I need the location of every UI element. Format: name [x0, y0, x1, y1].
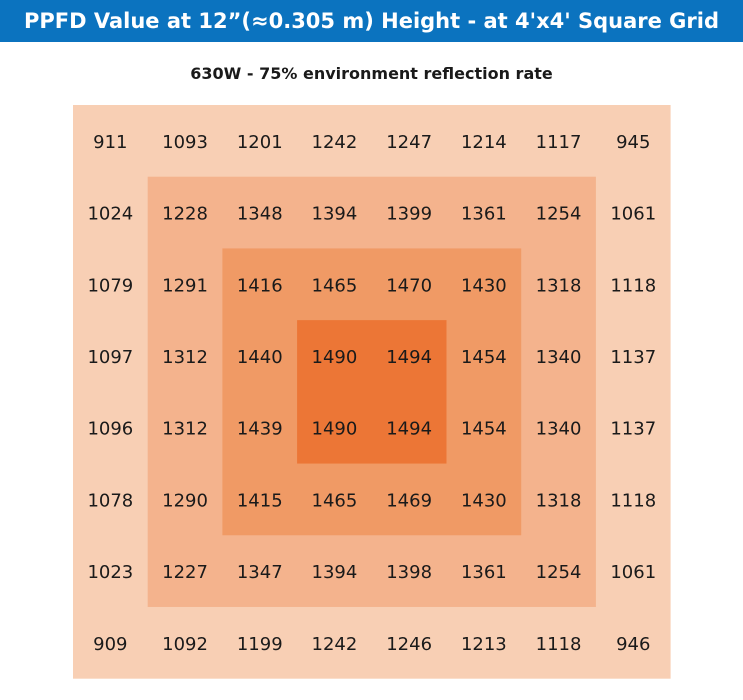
cell-value: 1199 — [237, 634, 283, 655]
cell-value: 1023 — [87, 562, 133, 583]
cell-value: 1117 — [536, 132, 582, 153]
cell-value: 1361 — [461, 204, 507, 225]
cell-value: 1494 — [386, 419, 432, 440]
cell-value: 1318 — [536, 275, 582, 296]
cell-value: 1470 — [386, 275, 432, 296]
cell-value: 1061 — [610, 204, 656, 225]
cell-value: 1416 — [237, 275, 283, 296]
cell-value: 1394 — [312, 204, 358, 225]
cell-value: 1465 — [312, 490, 358, 511]
cell-value: 1398 — [386, 562, 432, 583]
cell-value: 1096 — [87, 419, 133, 440]
cell-value: 1290 — [162, 490, 208, 511]
cell-value: 1430 — [461, 490, 507, 511]
cell-value: 1494 — [386, 347, 432, 368]
cell-value: 1430 — [461, 275, 507, 296]
ring-center — [297, 320, 447, 464]
cell-value: 1254 — [536, 204, 582, 225]
cell-value: 1312 — [162, 347, 208, 368]
cell-value: 946 — [616, 634, 650, 655]
cell-value: 1340 — [536, 347, 582, 368]
cell-value: 1093 — [162, 132, 208, 153]
cell-value: 1399 — [386, 204, 432, 225]
cell-value: 1078 — [87, 490, 133, 511]
cell-value: 1348 — [237, 204, 283, 225]
cell-value: 1247 — [386, 132, 432, 153]
cell-value: 1097 — [87, 347, 133, 368]
chart-subtitle: 630W - 75% environment reflection rate — [190, 63, 553, 83]
cell-value: 1465 — [312, 275, 358, 296]
cell-value: 1118 — [536, 634, 582, 655]
cell-value: 1246 — [386, 634, 432, 655]
cell-value: 945 — [616, 132, 650, 153]
cell-value: 911 — [93, 132, 127, 153]
cell-value: 1347 — [237, 562, 283, 583]
cell-value: 1118 — [610, 275, 656, 296]
cell-value: 1469 — [386, 490, 432, 511]
cell-value: 1201 — [237, 132, 283, 153]
cell-value: 1137 — [610, 419, 656, 440]
cell-value: 1079 — [87, 275, 133, 296]
cell-value: 1024 — [87, 204, 133, 225]
cell-value: 909 — [93, 634, 127, 655]
cell-value: 1228 — [162, 204, 208, 225]
cell-value: 1439 — [237, 419, 283, 440]
cell-value: 1490 — [312, 347, 358, 368]
cell-value: 1340 — [536, 419, 582, 440]
cell-value: 1213 — [461, 634, 507, 655]
cell-value: 1361 — [461, 562, 507, 583]
cell-value: 1490 — [312, 419, 358, 440]
cell-value: 1291 — [162, 275, 208, 296]
cell-value: 1394 — [312, 562, 358, 583]
chart-title: PPFD Value at 12”(≈0.305 m) Height - at … — [0, 0, 743, 42]
cell-value: 1061 — [610, 562, 656, 583]
cell-value: 1254 — [536, 562, 582, 583]
cell-value: 1454 — [461, 419, 507, 440]
cell-value: 1440 — [237, 347, 283, 368]
cell-value: 1092 — [162, 634, 208, 655]
cell-value: 1318 — [536, 490, 582, 511]
cell-value: 1214 — [461, 132, 507, 153]
cell-value: 1118 — [610, 490, 656, 511]
cell-value: 1242 — [312, 132, 358, 153]
cell-value: 1242 — [312, 634, 358, 655]
cell-value: 1137 — [610, 347, 656, 368]
cell-value: 1227 — [162, 562, 208, 583]
cell-value: 1312 — [162, 419, 208, 440]
cell-value: 1415 — [237, 490, 283, 511]
cell-value: 1454 — [461, 347, 507, 368]
